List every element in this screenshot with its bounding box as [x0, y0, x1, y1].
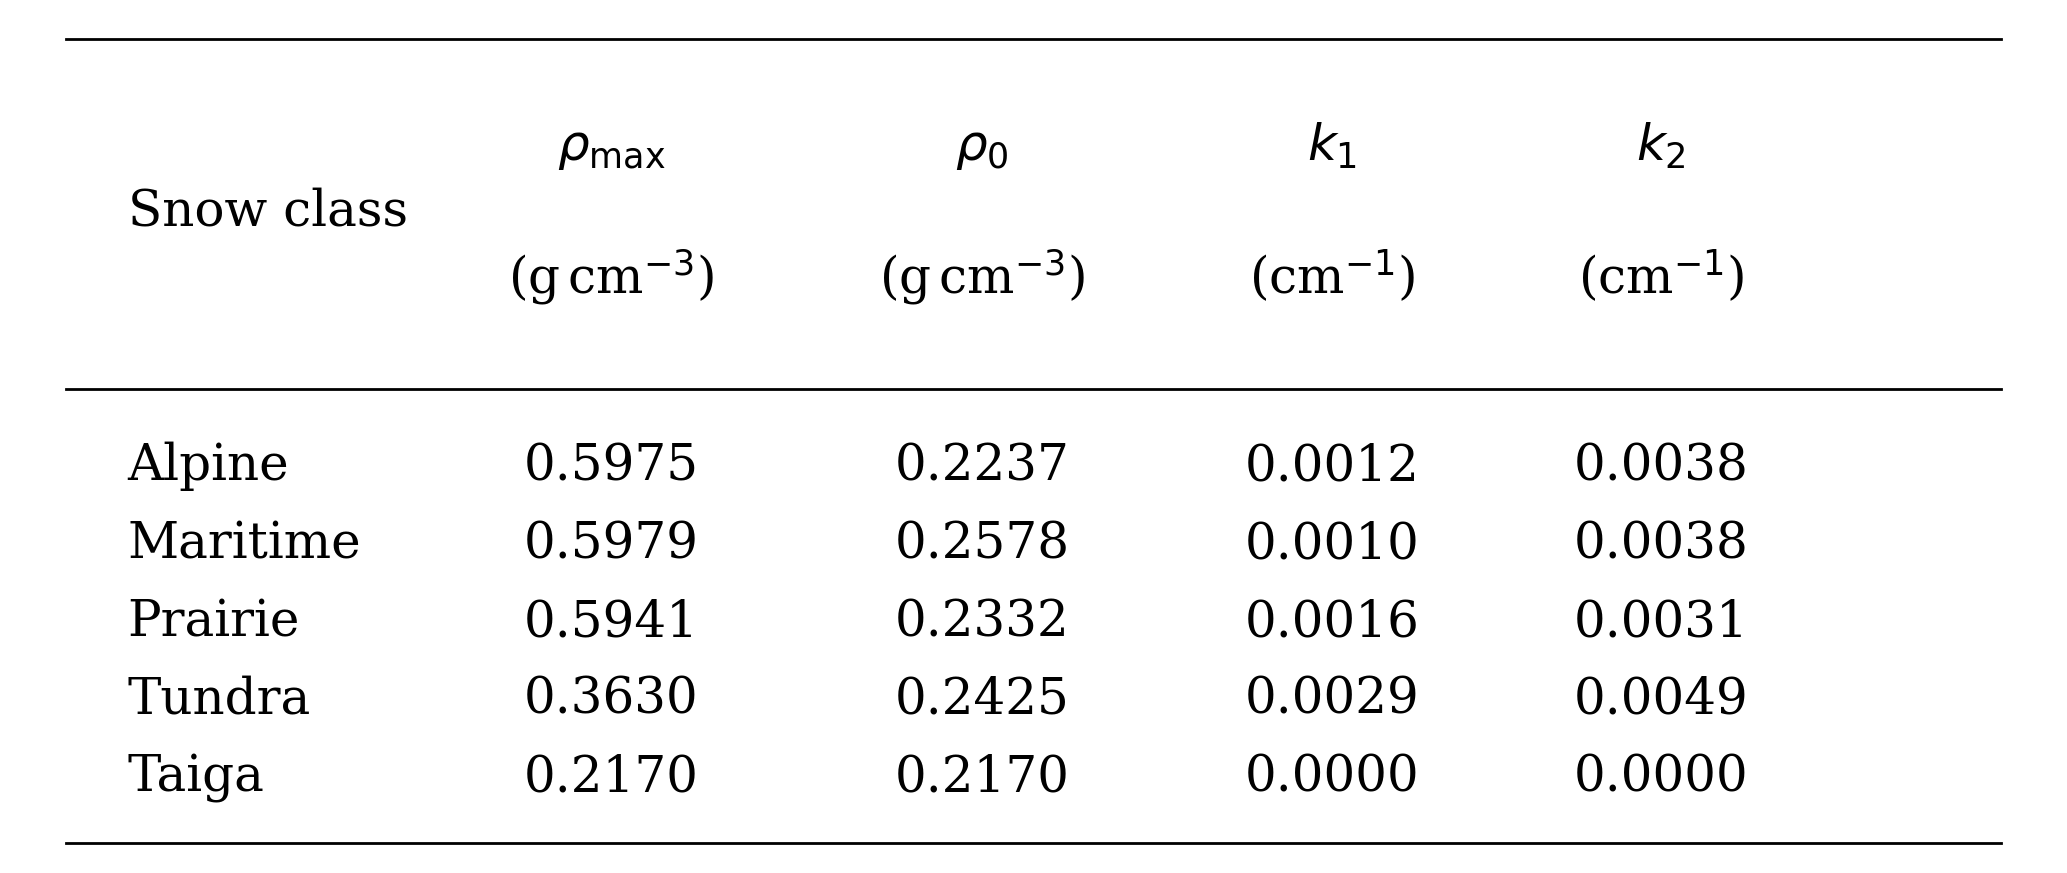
Text: 0.0029: 0.0029 [1244, 676, 1420, 725]
Text: 0.2237: 0.2237 [895, 442, 1069, 491]
Text: (g$\,$cm$^{-3}$): (g$\,$cm$^{-3}$) [508, 246, 715, 306]
Text: 0.0049: 0.0049 [1573, 676, 1749, 725]
Text: (cm$^{-1}$): (cm$^{-1}$) [1579, 248, 1745, 306]
Text: $k_2$: $k_2$ [1637, 122, 1687, 172]
Text: Tundra: Tundra [128, 676, 310, 725]
Text: 0.0038: 0.0038 [1573, 442, 1749, 491]
Text: Alpine: Alpine [128, 442, 289, 491]
Text: 0.0012: 0.0012 [1244, 442, 1420, 491]
Text: 0.2425: 0.2425 [895, 676, 1069, 725]
Text: 0.0038: 0.0038 [1573, 519, 1749, 569]
Text: $\rho_0$: $\rho_0$ [955, 122, 1009, 172]
Text: Prairie: Prairie [128, 598, 300, 647]
Text: Taiga: Taiga [128, 753, 265, 803]
Text: Maritime: Maritime [128, 519, 362, 569]
Text: 0.0000: 0.0000 [1244, 753, 1420, 803]
Text: $\rho_{\mathrm{max}}$: $\rho_{\mathrm{max}}$ [556, 122, 666, 172]
Text: 0.0016: 0.0016 [1244, 598, 1420, 647]
Text: 0.0000: 0.0000 [1573, 753, 1749, 803]
Text: (g$\,$cm$^{-3}$): (g$\,$cm$^{-3}$) [878, 246, 1085, 306]
Text: $k_1$: $k_1$ [1306, 122, 1358, 172]
Text: 0.2332: 0.2332 [895, 598, 1069, 647]
Text: 0.2170: 0.2170 [895, 753, 1069, 803]
Text: 0.5941: 0.5941 [523, 598, 699, 647]
Text: 0.5979: 0.5979 [523, 519, 699, 569]
Text: 0.0010: 0.0010 [1244, 519, 1420, 569]
Text: 0.0031: 0.0031 [1573, 598, 1749, 647]
Text: 0.2170: 0.2170 [523, 753, 699, 803]
Text: 0.5975: 0.5975 [523, 442, 699, 491]
Text: Snow class: Snow class [128, 187, 407, 237]
Text: 0.2578: 0.2578 [895, 519, 1069, 569]
Text: (cm$^{-1}$): (cm$^{-1}$) [1248, 248, 1416, 306]
Text: 0.3630: 0.3630 [525, 676, 699, 725]
